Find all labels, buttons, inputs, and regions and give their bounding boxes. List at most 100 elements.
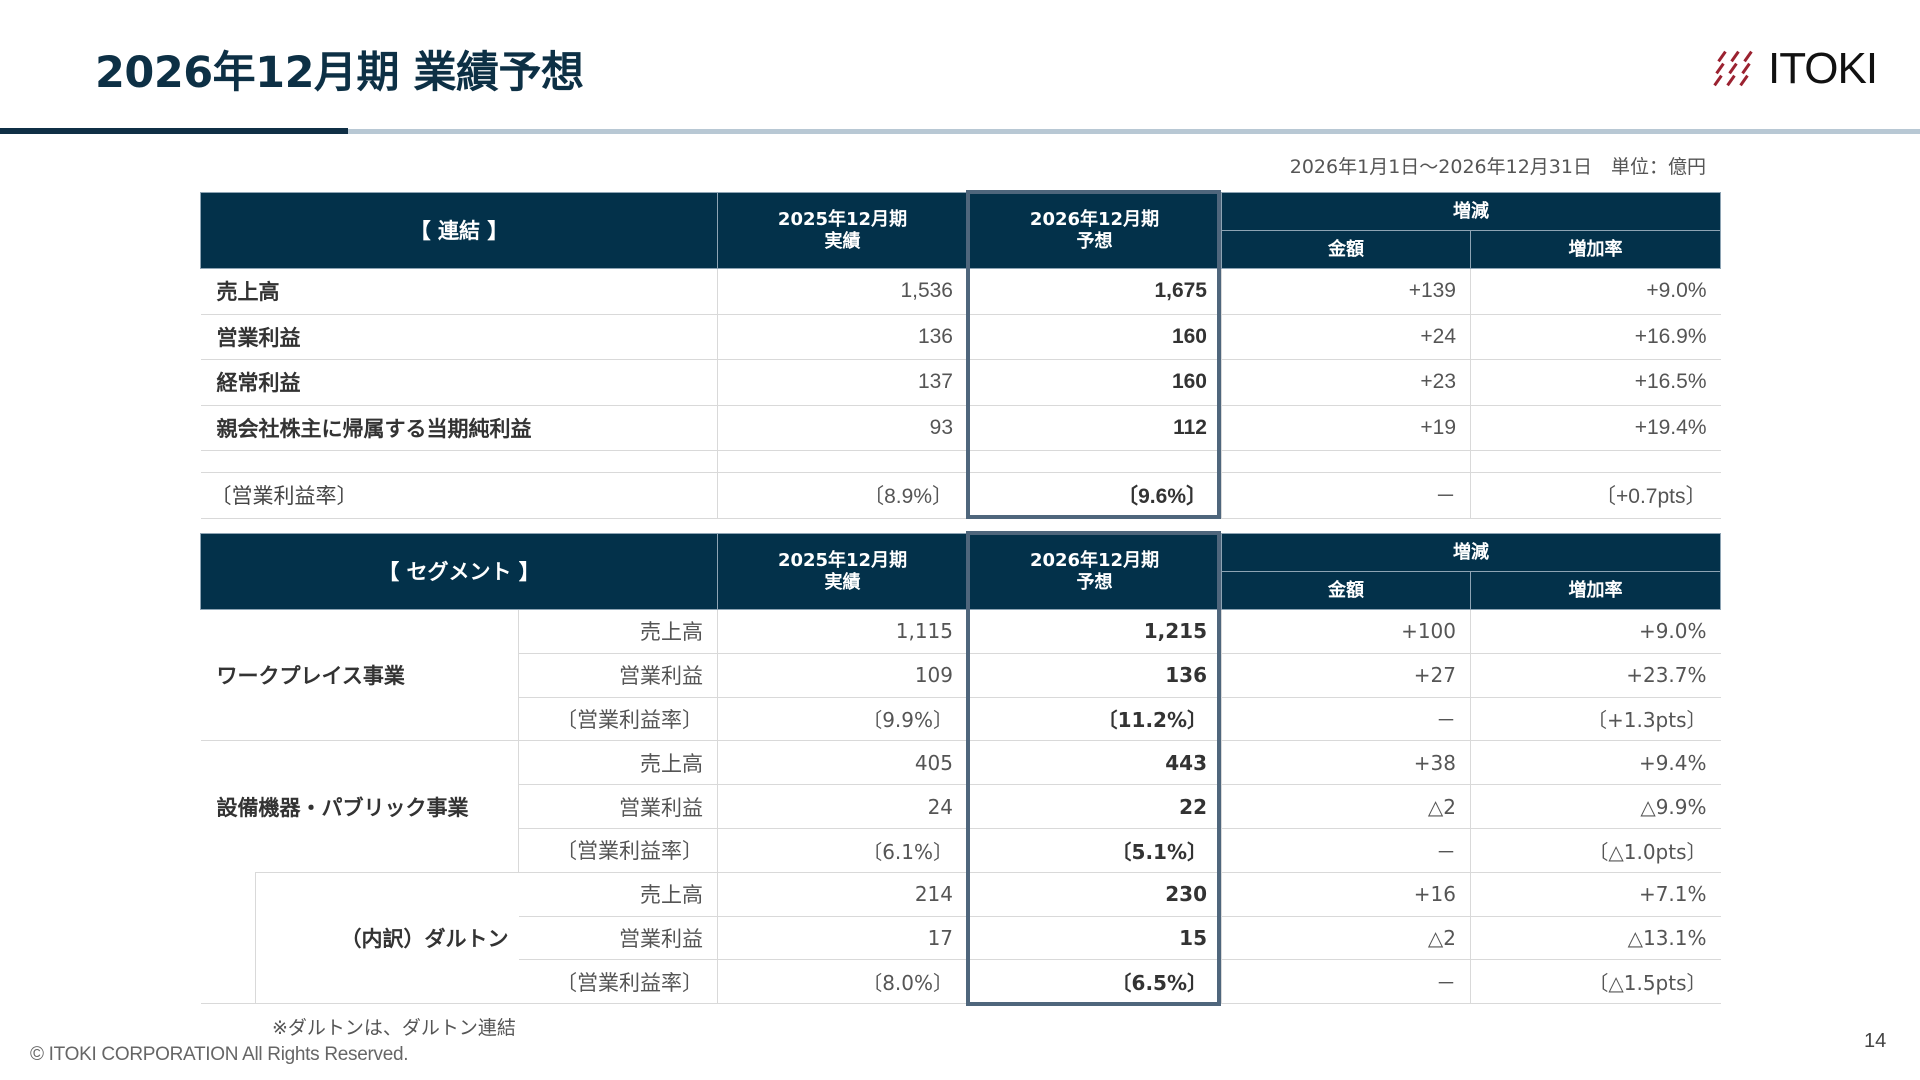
indent-spacer	[200, 872, 256, 1005]
change-amount: －	[1221, 697, 1471, 742]
prev-value: 214	[717, 872, 968, 917]
page-title: 2026年12月期 業績予想	[95, 48, 584, 98]
prev-value: 1,115	[717, 609, 968, 654]
title-rule-accent	[0, 128, 348, 134]
spacer-cell	[717, 450, 968, 473]
table-row: ワークプレイス事業 売上高 1,115 1,215 +100 +9.0%	[200, 609, 1721, 742]
segment-table: 【 セグメント 】 2025年12月期 実績 2026年12月期 予想 増減 金額 …	[199, 533, 1722, 1005]
change-amount: +38	[1221, 740, 1471, 786]
row-label: 営業利益	[517, 653, 718, 698]
forecast-value: 〔11.2%〕	[967, 697, 1222, 742]
spacer-cell	[967, 450, 1222, 473]
forecast-value: 136	[967, 653, 1222, 698]
table-row: 営業利益 136 160 +24 +16.9%	[200, 314, 1721, 360]
col-header-amount: 金額	[1221, 571, 1472, 610]
change-rate: +9.0%	[1470, 268, 1721, 315]
prev-value: 〔9.9%〕	[717, 697, 968, 742]
table-row: 親会社株主に帰属する当期純利益 93 112 +19 +19.4%	[200, 405, 1721, 451]
table-row: 営業利益 24 22 △2 △9.9%	[201, 784, 1721, 829]
table-row: 〔営業利益率〕 〔9.9%〕 〔11.2%〕 － 〔+1.3pts〕	[201, 697, 1721, 742]
change-amount: △2	[1221, 916, 1471, 961]
copyright: © ITOKI CORPORATION All Rights Reserved.	[30, 1044, 409, 1065]
forecast-value: 22	[967, 784, 1222, 829]
change-amount: +27	[1221, 653, 1471, 698]
prev-value: 24	[717, 784, 968, 829]
spacer-cell	[200, 450, 718, 473]
change-amount: +16	[1221, 872, 1471, 917]
change-rate: +9.0%	[1470, 609, 1721, 654]
row-label: 営業利益	[200, 314, 718, 360]
row-label: 〔営業利益率〕	[517, 697, 718, 742]
section-header-consolidated: 【 連結 】	[200, 192, 718, 269]
change-amount: +23	[1221, 359, 1471, 406]
table-row: 営業利益 109 136 +27 +23.7%	[201, 653, 1721, 698]
forecast-value: 1,675	[967, 268, 1222, 315]
prev-value: 405	[717, 740, 968, 786]
change-amount: －	[1221, 959, 1471, 1005]
change-amount: －	[1221, 472, 1471, 519]
forecast-value: 15	[967, 916, 1222, 961]
change-rate: △13.1%	[1470, 916, 1721, 961]
title-rule	[348, 129, 1920, 134]
prev-value: 109	[717, 653, 968, 698]
row-label: 親会社株主に帰属する当期純利益	[200, 405, 718, 451]
change-rate: +19.4%	[1470, 405, 1721, 451]
consolidated-table: 【 連結 】 2025年12月期 実績 2026年12月期 予想 増減 金額 増加率…	[200, 192, 1721, 519]
col-header-rate: 増加率	[1470, 571, 1722, 610]
change-amount: +19	[1221, 405, 1471, 451]
col-header-amount: 金額	[1221, 230, 1471, 269]
change-amount: －	[1221, 828, 1471, 873]
row-label: 営業利益	[518, 916, 718, 961]
prev-value: 93	[717, 405, 968, 451]
table-row: （内訳）ダルトン 売上高 214 230 +16 +7.1%	[200, 871, 1721, 1005]
col-header-prev: 2025年12月期 実績	[717, 533, 969, 610]
row-label: 売上高	[517, 609, 718, 654]
spacer-row	[200, 450, 1721, 473]
itoki-logo: ITOKI	[1713, 44, 1878, 93]
change-rate: △9.9%	[1470, 784, 1721, 829]
change-amount: +24	[1221, 314, 1471, 360]
change-amount: +139	[1221, 268, 1471, 315]
forecast-value: 443	[967, 740, 1222, 786]
segment-name: 設備機器・パブリック事業	[216, 795, 469, 820]
col-header-change: 増減	[1221, 192, 1721, 231]
table-row: 〔営業利益率〕 〔6.1%〕 〔5.1%〕 － 〔△1.0pts〕	[201, 828, 1721, 873]
period-and-unit: 2026年1月1日～2026年12月31日 単位：億円	[1289, 156, 1706, 178]
row-label: 売上高	[518, 872, 718, 917]
table-row: 営業利益 17 15 △2 △13.1%	[201, 916, 1721, 961]
segment-name: ワークプレイス事業	[200, 609, 519, 742]
change-amount: △2	[1221, 784, 1471, 829]
row-label: 経常利益	[200, 359, 718, 406]
change-rate: +23.7%	[1470, 653, 1721, 698]
table-row: 経常利益 137 160 +23 +16.5%	[200, 359, 1721, 406]
change-rate: +7.1%	[1470, 872, 1721, 917]
forecast-value: 160	[967, 359, 1222, 406]
section-header-segment: 【 セグメント 】	[199, 533, 719, 610]
forecast-value: 160	[967, 314, 1222, 360]
col-header-prev: 2025年12月期 実績	[717, 192, 968, 269]
table-row: 売上高 1,536 1,675 +139 +9.0%	[200, 268, 1721, 315]
table-row: 〔営業利益率〕 〔8.0%〕 〔6.5%〕 － 〔△1.5pts〕	[201, 959, 1721, 1005]
change-rate: 〔△1.0pts〕	[1470, 828, 1721, 873]
change-rate: +16.9%	[1470, 314, 1721, 360]
row-label: 〔営業利益率〕	[200, 472, 718, 519]
forecast-value: 〔6.5%〕	[967, 959, 1222, 1005]
prev-value: 〔8.0%〕	[717, 959, 968, 1005]
row-label: 営業利益	[517, 784, 718, 829]
change-rate: 〔△1.5pts〕	[1470, 959, 1721, 1005]
change-rate: +16.5%	[1470, 359, 1721, 406]
col-header-forecast: 2026年12月期 予想	[967, 192, 1222, 269]
col-header-forecast: 2026年12月期 予想	[967, 533, 1223, 610]
row-label: 〔営業利益率〕	[518, 959, 718, 1005]
forecast-value: 230	[967, 872, 1222, 917]
footnote: ※ダルトンは、ダルトン連結	[272, 1017, 516, 1039]
change-amount: +100	[1221, 609, 1471, 654]
prev-value: 1,536	[717, 268, 968, 315]
table-row: 設備機器・パブリック事業 売上高 405 443 +38 +9.4%	[201, 740, 1721, 820]
col-header-change: 増減	[1221, 533, 1722, 572]
forecast-value: 112	[967, 405, 1222, 451]
logo-wordmark: ITOKI	[1768, 44, 1878, 93]
prev-value: 136	[717, 314, 968, 360]
prev-value: 〔6.1%〕	[717, 828, 968, 873]
itoki-logo-mark-icon	[1713, 49, 1758, 89]
